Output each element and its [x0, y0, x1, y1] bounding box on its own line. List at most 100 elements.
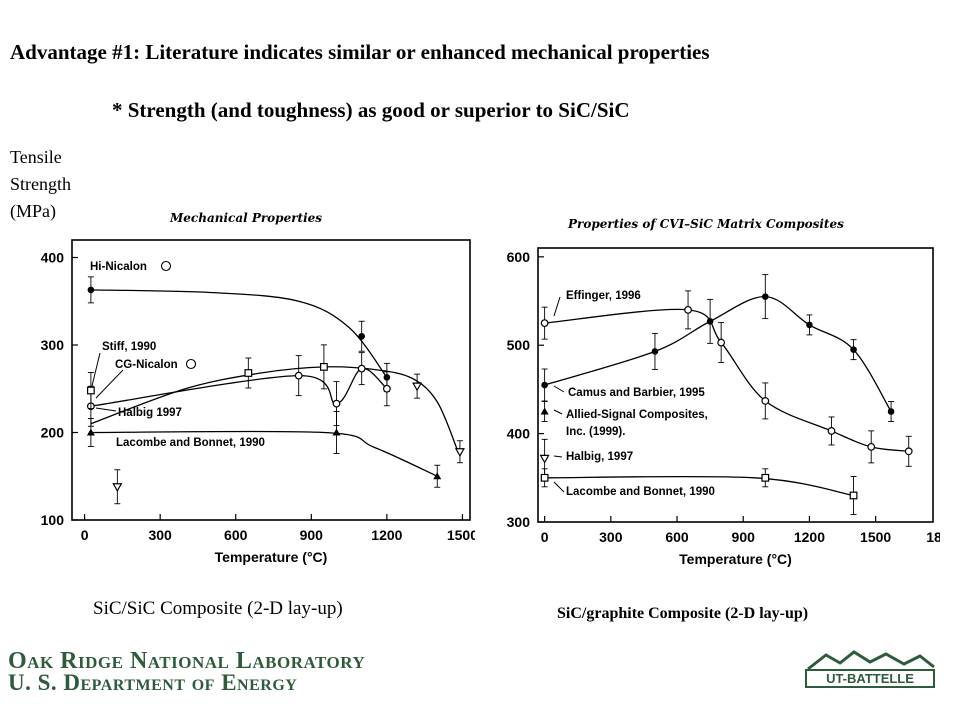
left-x-axis-title: Temperature (°C) — [215, 549, 328, 565]
right-data-point-effinger-1996 — [761, 397, 770, 405]
right-series-label-camus-and-barbier-1995: Camus and Barbier, 1995 — [568, 387, 705, 399]
ut-battelle-logo: UT-BATTELLE — [805, 650, 935, 688]
left-x-tick-label: 600 — [224, 527, 248, 543]
y-axis-label-line-3: (MPa) — [10, 201, 56, 221]
left-x-tick-label: 1200 — [371, 527, 402, 543]
left-data-point-halbig-1997 — [412, 382, 423, 392]
right-data-point-camus-and-barbier-1995 — [761, 293, 769, 300]
right-y-tick-label: 400 — [507, 426, 531, 442]
right-x-tick-label: 1200 — [794, 529, 825, 545]
left-series-line-cg-nicalon — [90, 367, 388, 407]
right-data-point-camus-and-barbier-1995 — [651, 348, 659, 355]
right-leader-line — [553, 385, 565, 393]
right-y-tick-label: 300 — [507, 514, 531, 530]
y-axis-label-line-1: Tensile — [10, 147, 62, 167]
left-data-point-lacombe-and-bonnet-1990 — [433, 472, 442, 480]
right-leader-line — [553, 481, 565, 493]
left-data-point-cg-nicalon — [357, 364, 366, 373]
lab-name: Oak Ridge National Laboratory — [8, 648, 366, 674]
right-series-label-effinger-1996: Effinger, 1996 — [566, 290, 641, 302]
right-data-point-camus-and-barbier-1995 — [541, 381, 548, 389]
left-series-line-stiff-1990 — [90, 366, 459, 451]
right-series-label-allied-signal-composites-inc-1999: Allied-Signal Composites, — [566, 409, 708, 421]
slide-subheadline: * Strength (and toughness) as good or su… — [112, 98, 630, 122]
right-data-point-camus-and-barbier-1995 — [706, 318, 714, 325]
left-series-label-cg-nicalon: CG-Nicalon — [115, 359, 178, 371]
department-name: U. S. Department of Energy — [8, 670, 298, 695]
right-data-point-effinger-1996 — [827, 427, 836, 435]
left-data-point-stiff-1990 — [319, 362, 328, 371]
right-x-tick-label: 1800 — [926, 529, 940, 545]
right-leader-line — [553, 455, 563, 458]
left-plot-frame — [71, 239, 471, 521]
chart-sic-sic: Mechanical Properties 100 200 300 400 0 300 600… — [41, 211, 475, 565]
caption-right: SiC/graphite Composite (2-D lay-up) — [557, 605, 809, 622]
y-axis-label-line-2: Strength — [10, 174, 71, 194]
right-x-tick-label: 600 — [665, 529, 689, 545]
slide-headline: Advantage #1: Literature indicates simil… — [10, 40, 710, 64]
right-x-tick-label: 900 — [732, 529, 756, 545]
left-series-label-lacombe-and-bonnet-1990: Lacombe and Bonnet, 1990 — [116, 437, 265, 449]
right-data-point-halbig-1997 — [539, 454, 550, 464]
left-data-point-cg-nicalon — [294, 371, 303, 380]
left-series-line-hi-nicalon — [90, 289, 388, 378]
left-registered-mark-icon — [185, 358, 197, 370]
right-data-point-camus-and-barbier-1995 — [806, 321, 813, 329]
left-data-point-lacombe-and-bonnet-1990 — [332, 428, 341, 436]
right-data-point-camus-and-barbier-1995 — [850, 346, 857, 353]
right-data-point-effinger-1996 — [717, 338, 726, 347]
right-leader-line — [553, 409, 563, 415]
right-data-point-allied-signal-composites-inc-1999 — [540, 407, 549, 415]
right-data-point-effinger-1996 — [904, 447, 913, 456]
left-data-point-cg-nicalon — [382, 384, 391, 393]
right-plot-frame — [537, 247, 934, 523]
right-data-point-camus-and-barbier-1995 — [887, 408, 895, 415]
right-data-point-effinger-1996 — [867, 442, 876, 451]
left-series-line-lacombe-and-bonnet-1990 — [90, 430, 438, 477]
left-x-tick-label: 0 — [81, 527, 89, 543]
left-chart-title: Mechanical Properties — [169, 211, 322, 225]
y-axis-label: Tensile Strength (MPa) — [10, 144, 71, 225]
right-series-label-halbig-1997: Halbig, 1997 — [566, 451, 633, 463]
left-data-point-hi-nicalon — [358, 332, 365, 340]
left-data-point-cg-nicalon — [332, 399, 341, 408]
right-y-tick-label: 600 — [507, 249, 531, 265]
left-x-tick-label: 900 — [300, 527, 324, 543]
left-data-point-hi-nicalon — [87, 286, 95, 294]
right-x-axis-title: Temperature (°C) — [679, 551, 792, 567]
left-y-tick-label: 200 — [41, 425, 65, 441]
left-y-tick-label: 100 — [41, 512, 65, 528]
left-registered-mark-icon — [160, 260, 172, 272]
logo-text: UT-BATTELLE — [826, 671, 914, 686]
left-leader-line — [95, 369, 124, 399]
right-leader-line — [553, 296, 561, 317]
right-x-tick-label: 1500 — [860, 529, 891, 545]
right-data-point-effinger-1996 — [540, 319, 549, 328]
left-data-point-stiff-1990 — [86, 386, 95, 395]
right-y-tick-label: 500 — [507, 337, 531, 353]
left-series-label-halbig-1997: Halbig 1997 — [118, 407, 182, 419]
left-leader-line — [91, 352, 101, 387]
left-data-point-halbig-1997 — [454, 448, 465, 457]
right-series-line-lacombe-and-bonnet-1990 — [544, 475, 854, 497]
right-data-point-lacombe-and-bonnet-1990 — [849, 491, 858, 500]
right-data-point-lacombe-and-bonnet-1990 — [540, 473, 549, 482]
left-series-label-stiff-1990: Stiff, 1990 — [102, 341, 156, 353]
chart-sic-graphite: Properties of CVI–SiC Matrix Composites 3… — [507, 217, 940, 567]
left-x-tick-label: 1500 — [447, 527, 475, 543]
right-data-point-lacombe-and-bonnet-1990 — [761, 473, 770, 482]
left-y-tick-label: 400 — [41, 250, 65, 266]
left-y-tick-label: 300 — [41, 337, 65, 353]
left-data-point-stiff-1990 — [244, 369, 253, 377]
left-leader-line — [95, 407, 117, 412]
caption-left: SiC/SiC Composite (2-D lay-up) — [93, 598, 343, 619]
left-series-label-hi-nicalon: Hi-Nicalon — [90, 261, 147, 273]
left-data-point-lacombe-and-bonnet-1990 — [86, 428, 95, 436]
mountain-icon — [807, 650, 935, 671]
right-series-label-lacombe-and-bonnet-1990: Lacombe and Bonnet, 1990 — [566, 486, 715, 498]
right-x-tick-label: 0 — [541, 529, 549, 545]
right-data-point-effinger-1996 — [684, 305, 692, 314]
logo-frame — [805, 669, 935, 688]
left-x-tick-label: 300 — [148, 527, 172, 543]
right-x-tick-label: 300 — [599, 529, 623, 545]
